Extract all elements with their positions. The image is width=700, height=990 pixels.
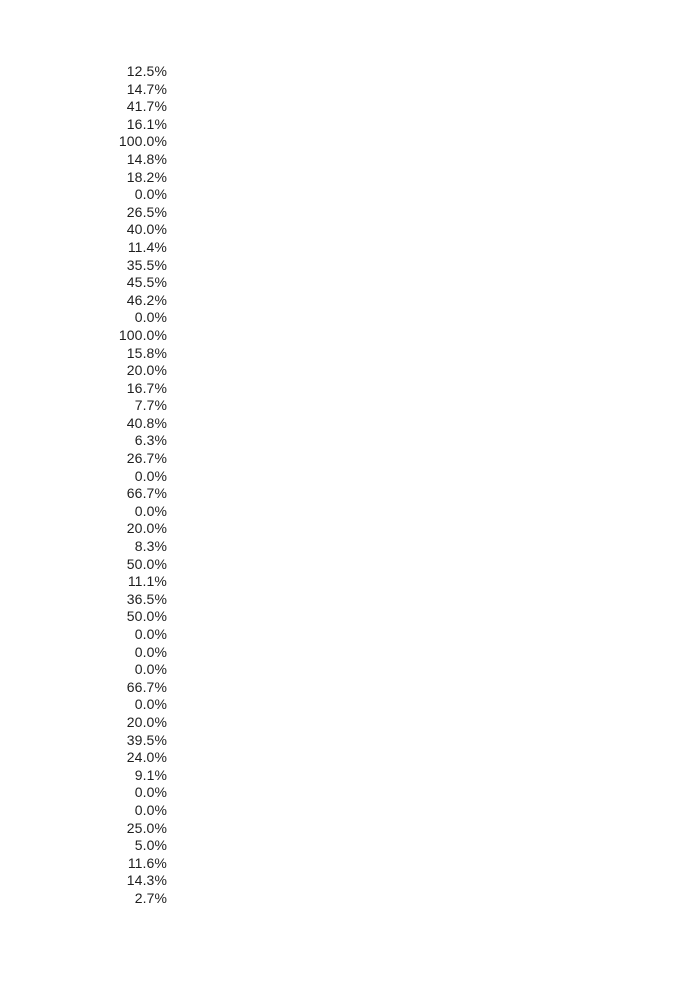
percentage-value: 0.0%: [134, 309, 167, 326]
percentage-value: 11.1%: [127, 573, 167, 590]
percentage-value: 12.5%: [126, 63, 167, 79]
percentage-value: 0.0%: [134, 801, 167, 818]
percentage-value: 20.0%: [126, 520, 167, 537]
percentage-value: 35.5%: [126, 256, 167, 273]
percentage-value: 9.1%: [134, 766, 167, 783]
percentage-value: 100.0%: [118, 133, 167, 150]
percentage-value: 0.0%: [134, 696, 167, 713]
percentage-value: 40.0%: [126, 221, 167, 238]
percentage-column: 12.5% 14.7% 41.7% 16.1% 100.0% 14.8% 18.2% 0.0%…: [0, 63, 167, 908]
percentage-value: 14.8%: [126, 150, 167, 167]
percentage-value: 14.3%: [126, 872, 167, 889]
percentage-value: 26.5%: [126, 203, 167, 220]
percentage-value: 66.7%: [126, 485, 167, 502]
percentage-value: 0.0%: [134, 502, 167, 519]
percentage-value: 40.8%: [126, 414, 167, 431]
percentage-value: 20.0%: [126, 362, 167, 379]
percentage-value: 16.1%: [126, 115, 167, 132]
percentage-value: 15.8%: [126, 344, 167, 361]
percentage-value: 0.0%: [134, 186, 167, 203]
percentage-value: 36.5%: [126, 590, 167, 607]
percentage-value: 14.7%: [126, 80, 167, 97]
percentage-value: 5.0%: [134, 837, 167, 854]
percentage-value: 18.2%: [126, 168, 167, 185]
percentage-value: 24.0%: [126, 749, 167, 766]
percentage-value: 100.0%: [118, 326, 167, 343]
percentage-value: 39.5%: [126, 731, 167, 748]
percentage-value: 0.0%: [134, 626, 167, 642]
percentage-value: 0.0%: [134, 661, 167, 678]
percentage-value: 11.4%: [127, 238, 167, 255]
percentage-value: 2.7%: [134, 889, 167, 906]
percentage-value: 16.7%: [126, 379, 167, 396]
percentage-value: 7.7%: [134, 397, 167, 414]
percentage-value: 25.0%: [126, 819, 167, 836]
percentage-value: 66.7%: [126, 678, 167, 695]
percentage-value: 50.0%: [126, 608, 167, 625]
percentage-value: 41.7%: [126, 98, 167, 115]
percentage-value: 20.0%: [126, 713, 167, 730]
percentage-value: 8.3%: [134, 538, 167, 555]
percentage-value: 50.0%: [126, 555, 167, 572]
percentage-value: 0.0%: [134, 784, 167, 801]
percentage-value: 11.6%: [127, 854, 167, 871]
percentage-value: 46.2%: [126, 291, 167, 308]
percentage-value: 26.7%: [126, 450, 167, 467]
percentage-value: 6.3%: [134, 432, 167, 449]
percentage-value: 45.5%: [126, 274, 167, 291]
percentage-value: 0.0%: [134, 643, 167, 660]
percentage-value: 0.0%: [134, 467, 167, 484]
